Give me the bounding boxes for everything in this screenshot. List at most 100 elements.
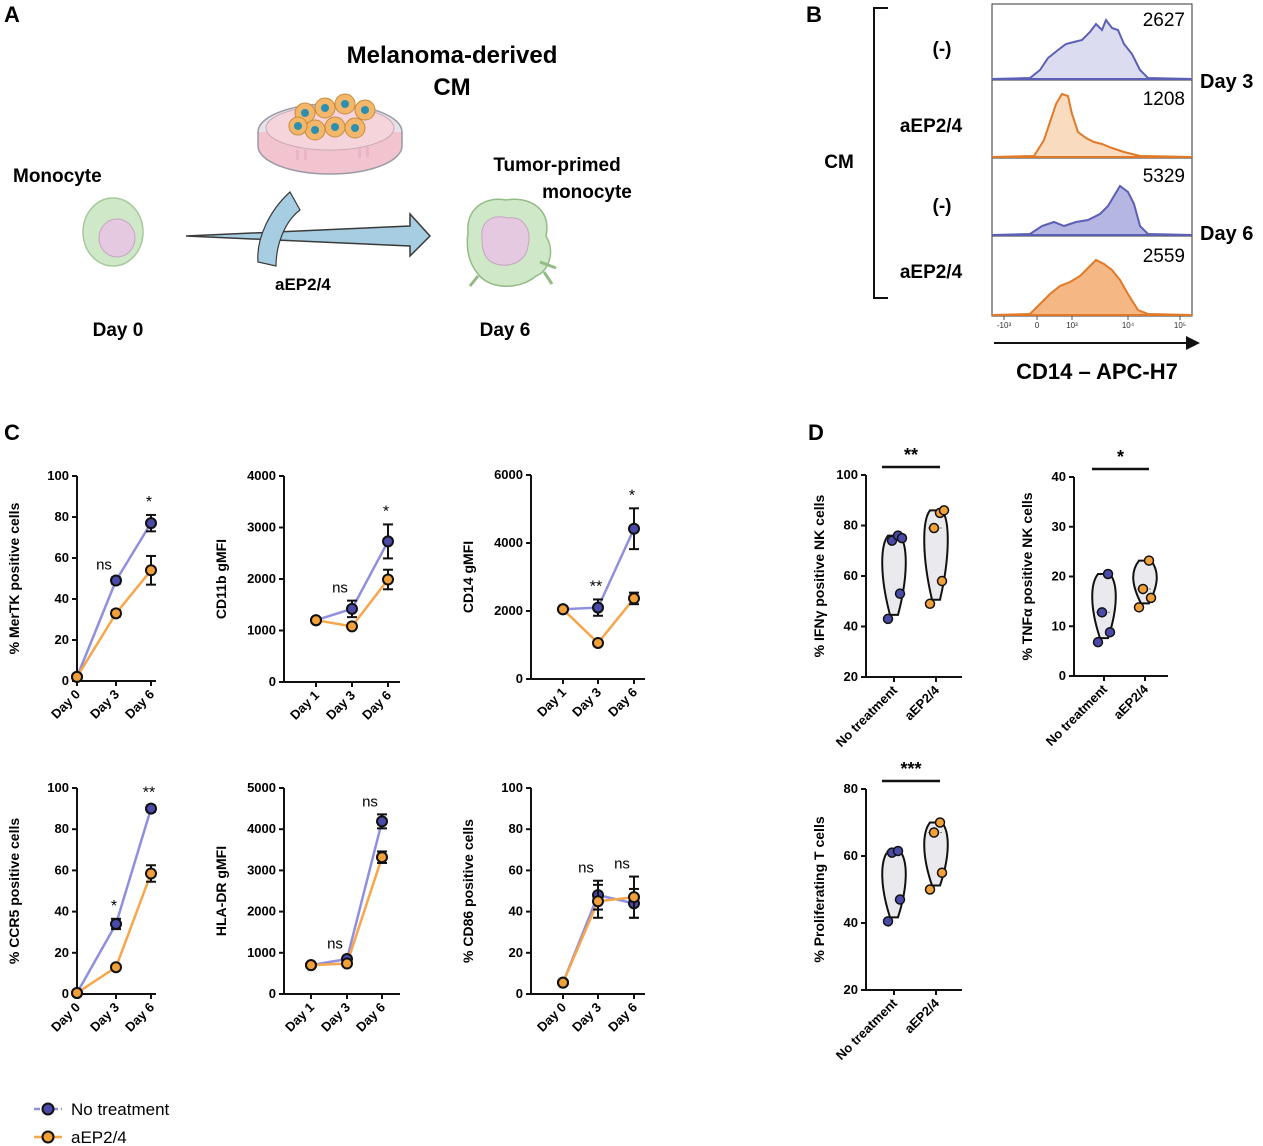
data-point-no-treatment <box>376 815 388 828</box>
data-point-aep24 <box>628 592 640 605</box>
x-tick-label: Day 6 <box>605 685 640 720</box>
y-axis-label: CD14 gMFI <box>460 541 476 613</box>
x-tick-label: Day 6 <box>122 1000 157 1035</box>
tumor-cells <box>288 93 376 141</box>
significance-label: * <box>629 487 635 504</box>
x-tick-label: Day 1 <box>534 685 569 720</box>
gmfi-value-2: 1208 <box>1143 89 1185 110</box>
significance-label: ns <box>332 580 348 597</box>
data-point-aep24 <box>310 614 322 627</box>
y-tick-label: 80 <box>844 781 858 796</box>
data-point-aep24 <box>928 522 940 534</box>
significance-label: ns <box>96 556 112 573</box>
significance-label: ns <box>614 856 630 873</box>
cm-bracket <box>873 7 888 299</box>
monocyte-label: Monocyte <box>13 166 102 187</box>
y-axis-label: HLA-DR gMFI <box>213 846 229 936</box>
cm-group-label: CM <box>824 152 854 173</box>
y-tick-label: 20 <box>55 632 69 647</box>
chart-d2: 0 10 20 30 40 % TNFα positive NK cells No trea… <box>1019 447 1168 749</box>
y-axis-label: % CCR5 positive cells <box>6 818 22 964</box>
y-tick-label: 1000 <box>247 623 276 638</box>
b-axis-tick-4: 10⁴ <box>1122 321 1135 330</box>
panel-c-letter: C <box>4 420 20 445</box>
x-tick-label: Day 3 <box>323 688 358 723</box>
tumor-primed-monocyte-icon <box>466 198 557 287</box>
data-point-no-treatment <box>1092 636 1104 648</box>
y-tick-label: 100 <box>836 467 858 482</box>
y-tick-label: 2000 <box>247 904 276 919</box>
y-tick-label: 80 <box>55 821 69 836</box>
y-tick-label: 4000 <box>494 535 523 550</box>
y-tick-label: 80 <box>509 821 523 836</box>
process-arrow-icon <box>185 212 432 258</box>
legend-label-aep24: aEP2/4 <box>71 1128 127 1146</box>
x-tick-label: No treatment <box>833 995 901 1063</box>
y-axis-label: % Proliferating T cells <box>811 816 827 962</box>
data-point-aep24 <box>557 976 569 989</box>
panel-b: B CM (-) aEP2/4 (-) aEP2/4 2627 1208 532… <box>806 2 1253 384</box>
x-tick-label: Day 0 <box>534 1000 569 1035</box>
chart-d3: 20 40 60 80 % Proliferating T cells No treatm… <box>811 759 962 1063</box>
y-tick-label: 20 <box>55 945 69 960</box>
x-tick-label: aEP2/4 <box>1110 681 1151 722</box>
x-tick-label: Day 6 <box>353 1000 388 1035</box>
data-point-no-treatment <box>894 894 906 905</box>
data-point-aep24 <box>928 827 940 838</box>
data-point-aep24 <box>628 891 640 904</box>
histogram-day3-aep24 <box>991 92 1193 158</box>
y-tick-label: 0 <box>62 673 69 688</box>
y-tick-label: 20 <box>509 945 523 960</box>
violin-no-treatment <box>881 534 907 616</box>
y-tick-label: 0 <box>516 671 523 686</box>
panel-d-letter: D <box>808 420 824 445</box>
b-axis-tick-2: 0 <box>1035 321 1040 330</box>
x-tick-label: Day 1 <box>282 1000 317 1035</box>
data-point-aep24 <box>924 884 936 895</box>
b-axis-tick-5: 10⁵ <box>1174 321 1186 330</box>
y-tick-label: 40 <box>55 591 69 606</box>
data-point-aep24 <box>1145 592 1157 604</box>
row-label-1: (-) <box>933 39 952 60</box>
series-line-no-treatment <box>562 528 636 611</box>
data-point-no-treatment <box>628 522 640 535</box>
significance-label: ** <box>590 578 602 595</box>
y-tick-label: 4000 <box>247 468 276 483</box>
x-tick-label: Day 3 <box>87 687 122 722</box>
histogram-day6-aep24 <box>991 258 1193 316</box>
violin-no-treatment <box>881 849 907 919</box>
x-tick-label: Day 3 <box>318 1000 353 1035</box>
data-point-aep24 <box>592 895 604 908</box>
data-point-aep24 <box>71 986 83 999</box>
data-point-no-treatment <box>882 613 894 625</box>
y-tick-label: 100 <box>47 780 69 795</box>
gmfi-value-3: 5329 <box>1143 166 1185 187</box>
x-tick-label: aEP2/4 <box>901 995 942 1036</box>
y-tick-label: 60 <box>55 550 69 565</box>
significance-label: * <box>146 494 152 511</box>
data-point-no-treatment <box>882 916 894 927</box>
data-point-aep24 <box>305 959 317 972</box>
y-tick-label: 2000 <box>247 571 276 586</box>
data-point-aep24 <box>382 573 394 586</box>
y-tick-label: 3000 <box>247 520 276 535</box>
tumor-primed-label-line2: monocyte <box>542 182 632 203</box>
data-point-no-treatment <box>382 535 394 548</box>
y-tick-label: 5000 <box>247 780 276 795</box>
data-point-aep24 <box>341 957 353 970</box>
significance-label: ns <box>362 793 378 810</box>
y-tick-label: 0 <box>269 986 276 1001</box>
y-tick-label: 60 <box>55 862 69 877</box>
y-tick-label: 40 <box>844 619 858 634</box>
y-tick-label: 60 <box>844 568 858 583</box>
y-tick-label: 20 <box>844 669 858 684</box>
y-tick-label: 0 <box>62 986 69 1001</box>
x-tick-label: No treatment <box>1043 681 1111 749</box>
x-tick-label: aEP2/4 <box>901 682 942 723</box>
y-tick-label: 60 <box>509 862 523 877</box>
row-label-2: aEP2/4 <box>900 116 963 137</box>
data-point-no-treatment <box>110 574 122 587</box>
